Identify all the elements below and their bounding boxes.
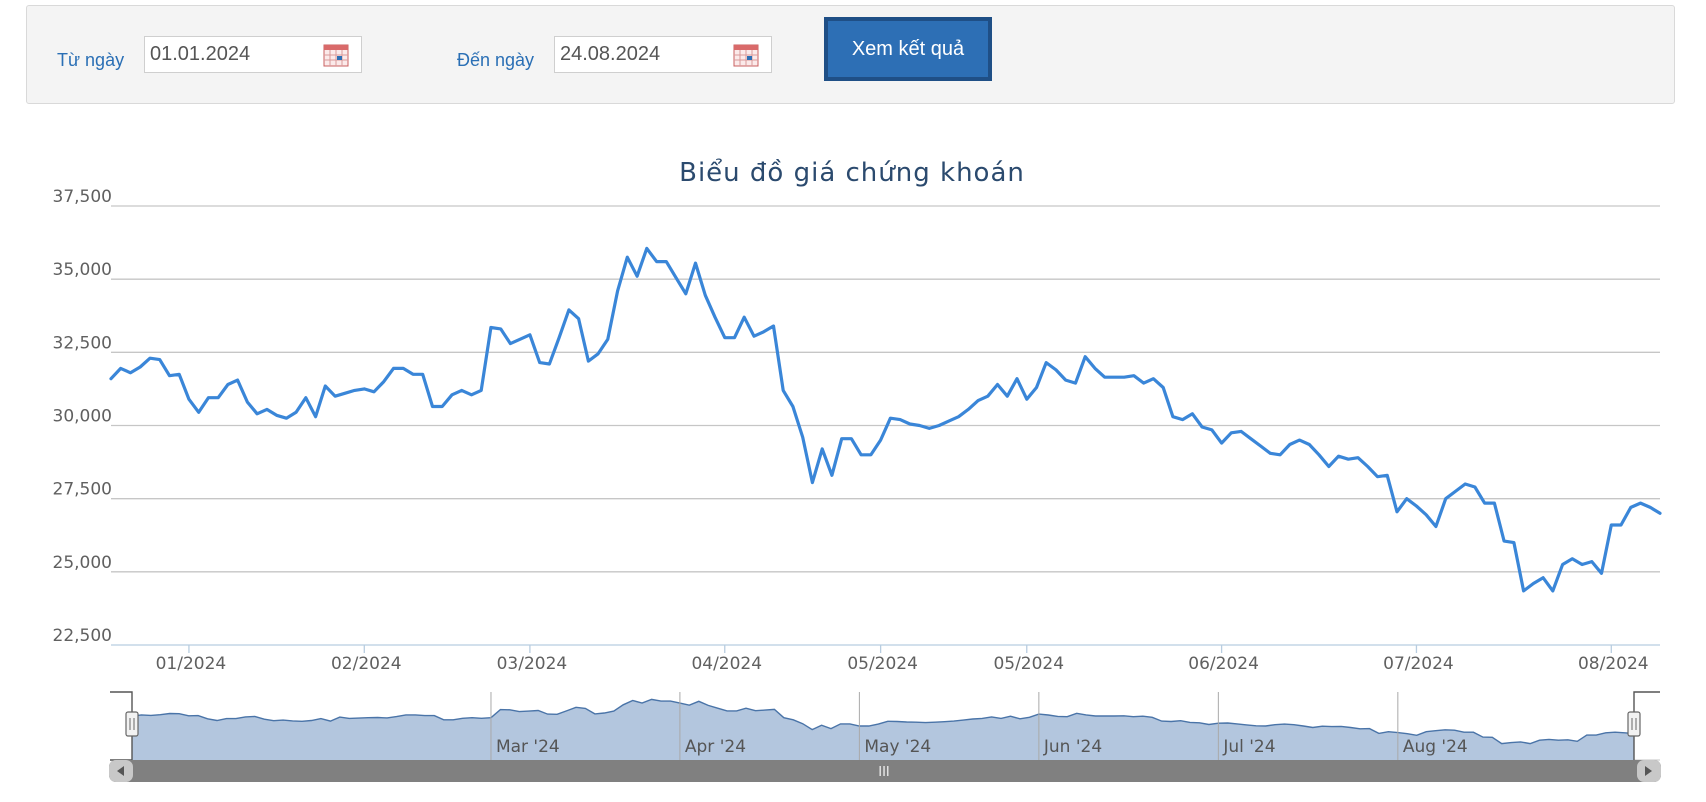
navigator-label: Jul '24 [1222, 737, 1275, 757]
handle-body[interactable] [1627, 711, 1641, 737]
x-tick-label: 04/2024 [691, 654, 762, 674]
x-tick-label: 02/2024 [331, 654, 402, 674]
range-handle[interactable] [1627, 711, 1641, 737]
y-tick-label: 25,000 [53, 553, 112, 573]
calendar-icon[interactable] [733, 43, 759, 67]
x-tick-label: 08/2024 [1578, 654, 1649, 674]
from-date-field[interactable] [144, 36, 362, 73]
view-results-label: Xem kết quả [828, 21, 988, 77]
x-tick-label: 05/2024 [993, 654, 1064, 674]
handle-body[interactable] [125, 711, 139, 737]
navigator-label: Mar '24 [496, 737, 560, 757]
navigator[interactable]: Mar '24 Apr '24 May '24 Jun '24 Jul '24 Aug '… [109, 691, 1661, 782]
y-tick-label: 37,500 [53, 187, 112, 207]
y-tick-label: 32,500 [53, 333, 112, 353]
chart-gridlines [111, 205, 1660, 646]
x-tick-label: 01/2024 [156, 654, 227, 674]
x-tick-label: 03/2024 [497, 654, 568, 674]
navigator-label: Aug '24 [1403, 737, 1468, 757]
navigator-label: Apr '24 [685, 737, 746, 757]
to-date-input[interactable] [560, 41, 720, 68]
stock-price-chart: Biểu đồ giá chứng khoán 37,500 35,000 32,5… [53, 157, 1662, 782]
y-tick-label: 30,000 [53, 407, 112, 427]
arrow-right-icon[interactable] [1645, 766, 1652, 776]
chart-title: Biểu đồ giá chứng khoán [679, 157, 1025, 188]
from-date-input[interactable] [150, 41, 310, 68]
view-results-button[interactable]: Xem kết quả [824, 17, 992, 81]
arrow-left-icon[interactable] [117, 766, 124, 776]
y-tick-label: 27,500 [53, 480, 112, 500]
price-line [109, 246, 1662, 593]
y-tick-label: 22,500 [53, 626, 112, 646]
x-tick-label: 06/2024 [1188, 654, 1259, 674]
scrollbar-thumb[interactable] [109, 760, 1661, 782]
calendar-icon[interactable] [323, 43, 349, 67]
range-outline-right [1633, 691, 1660, 760]
navigator-area [132, 699, 1634, 760]
navigator-label: May '24 [864, 737, 931, 757]
from-date-label: Từ ngày [57, 50, 125, 70]
to-date-field[interactable] [554, 36, 772, 73]
y-tick-label: 35,000 [53, 260, 112, 280]
scroll-grip-icon: III [878, 765, 890, 780]
range-handle[interactable] [125, 711, 139, 737]
navigator-label: Jun '24 [1043, 737, 1102, 757]
x-tick-label: 07/2024 [1383, 654, 1454, 674]
price-series [109, 246, 1662, 593]
x-tick-label: 05/2024 [847, 654, 918, 674]
y-axis-labels: 37,500 35,000 32,500 30,000 27,500 25,000 22,5… [53, 187, 112, 646]
x-axis: 01/2024 02/2024 03/2024 04/2024 05/2024 05/20… [156, 645, 1649, 674]
to-date-label: Đến ngày [457, 50, 535, 70]
navigator-line [131, 698, 1635, 745]
